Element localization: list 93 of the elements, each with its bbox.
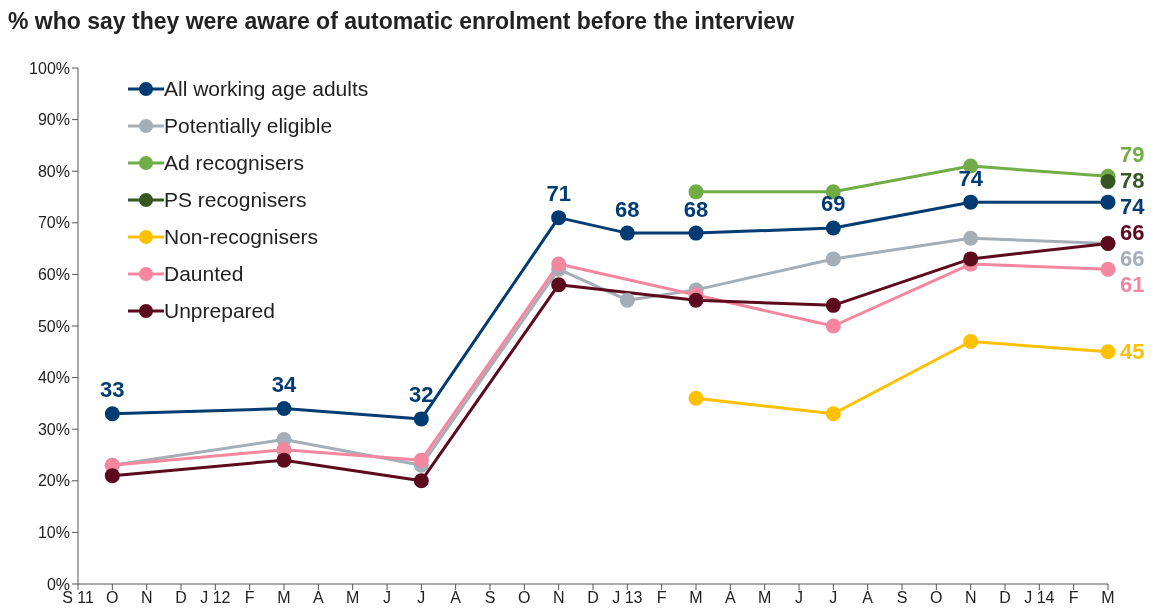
legend-label: Daunted — [164, 261, 244, 286]
x-tick-label: N — [964, 589, 977, 607]
x-tick-label: M — [689, 589, 703, 607]
data-label: 32 — [409, 382, 434, 408]
x-tick-label: D — [587, 589, 599, 607]
x-tick-label: D — [999, 589, 1011, 607]
point — [825, 406, 841, 422]
x-tick-label: S — [484, 589, 496, 607]
point — [551, 277, 567, 293]
chart-title: % who say they were aware of automatic enrolment before the interview — [8, 8, 796, 36]
point — [825, 297, 841, 313]
y-tick-label: 80% — [37, 162, 70, 180]
data-label: 33 — [100, 377, 125, 403]
data-label: 78 — [1120, 167, 1145, 193]
point — [1100, 194, 1116, 210]
data-label: 34 — [271, 372, 297, 398]
x-tick-label: J — [417, 589, 426, 607]
data-label: 79 — [1120, 141, 1145, 167]
x-tick-label: J 14 — [1024, 589, 1055, 607]
point — [1100, 261, 1116, 277]
point — [688, 390, 704, 406]
point — [551, 210, 567, 226]
point — [276, 452, 292, 468]
data-label: 69 — [821, 191, 846, 217]
x-tick-label: O — [106, 589, 119, 607]
legend-label: PS recognisers — [164, 187, 307, 212]
x-tick-label: A — [313, 589, 324, 607]
x-tick-label: J — [383, 589, 391, 607]
point — [413, 473, 429, 489]
y-tick-label: 60% — [37, 266, 70, 284]
data-label: 68 — [683, 196, 709, 222]
x-tick-label: F — [656, 589, 667, 607]
y-tick-label: 10% — [37, 524, 70, 542]
point — [413, 452, 429, 468]
y-tick-label: 40% — [37, 369, 70, 387]
point — [963, 230, 979, 246]
x-tick-label: A — [862, 589, 874, 607]
point — [825, 220, 841, 236]
legend-label: Unprepared — [164, 298, 275, 323]
x-tick-label: S 11 — [62, 589, 94, 607]
y-tick-label: 100% — [29, 59, 70, 77]
x-tick-label: J 12 — [200, 589, 231, 607]
point — [963, 251, 979, 267]
y-tick-label: 20% — [37, 472, 70, 490]
x-tick-label: M — [758, 589, 772, 607]
point — [104, 406, 120, 422]
x-tick-label: M — [1101, 589, 1115, 607]
point — [688, 292, 704, 308]
data-label: 45 — [1120, 339, 1145, 365]
y-tick-label: 90% — [37, 111, 70, 129]
x-tick-label: S — [896, 589, 908, 607]
data-label: 74 — [958, 165, 984, 191]
x-tick-label: N — [552, 589, 565, 607]
y-tick-label: 30% — [37, 420, 70, 438]
point — [276, 401, 292, 417]
point — [619, 225, 635, 241]
data-label: 66 — [1120, 245, 1145, 271]
point — [551, 256, 567, 272]
x-tick-label: M — [346, 589, 360, 607]
data-label: 61 — [1120, 271, 1145, 297]
point — [1100, 174, 1116, 190]
x-tick-label: F — [1068, 589, 1079, 607]
x-tick-label: A — [725, 589, 736, 607]
point — [413, 411, 429, 427]
x-tick-label: N — [140, 589, 153, 607]
x-tick-label: D — [175, 589, 187, 607]
x-tick-label: O — [518, 589, 531, 607]
y-tick-label: 50% — [37, 317, 70, 335]
legend-label: All working age adults — [164, 76, 369, 101]
point — [688, 225, 704, 241]
data-label: 74 — [1120, 193, 1146, 219]
x-tick-label: F — [244, 589, 255, 607]
data-label: 71 — [546, 181, 571, 207]
point — [619, 292, 635, 308]
point — [963, 333, 979, 349]
legend-label: Potentially eligible — [164, 113, 333, 138]
x-tick-label: M — [277, 589, 291, 607]
legend-label: Ad recognisers — [164, 150, 305, 175]
point — [825, 251, 841, 267]
point — [963, 194, 979, 210]
x-tick-label: J 13 — [612, 589, 643, 607]
x-tick-label: J — [829, 589, 838, 607]
point — [688, 184, 704, 200]
x-tick-label: J — [795, 589, 803, 607]
point — [825, 318, 841, 334]
point — [104, 468, 120, 484]
x-tick-label: O — [930, 589, 943, 607]
legend-label: Non-recognisers — [164, 224, 319, 249]
y-tick-label: 70% — [37, 214, 70, 232]
point — [1100, 344, 1116, 360]
data-label: 66 — [1120, 219, 1145, 245]
data-label: 68 — [615, 196, 640, 222]
x-tick-label: A — [450, 589, 462, 607]
